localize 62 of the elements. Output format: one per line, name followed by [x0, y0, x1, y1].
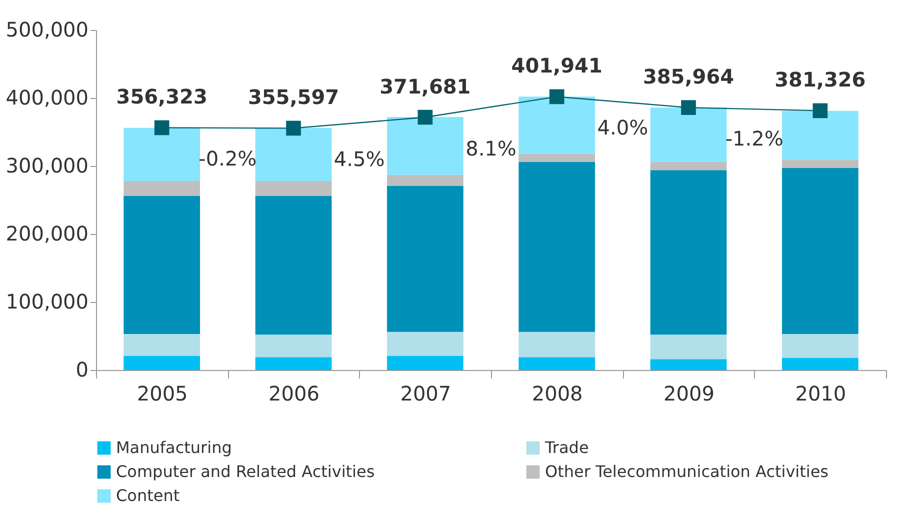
point — [154, 120, 170, 136]
annotation: 4.5% — [334, 147, 385, 172]
bar — [650, 170, 727, 335]
y-tick-label: 300,000 — [6, 154, 88, 178]
y-tick-label: 400,000 — [6, 86, 88, 110]
bar — [650, 162, 727, 170]
legend-label: Other Telecommunication Activities — [545, 462, 829, 481]
data-label: 355,597 — [248, 85, 340, 110]
bar — [255, 196, 332, 335]
legend-label: Manufacturing — [116, 438, 232, 457]
data-label: 401,941 — [511, 54, 602, 78]
point — [681, 100, 696, 115]
annotation: 8.1% — [466, 136, 516, 160]
bar — [782, 334, 858, 358]
legend-label: Computer and Related Activities — [116, 462, 375, 481]
bar — [255, 128, 332, 181]
point — [812, 103, 828, 118]
data-label: 381,326 — [774, 68, 866, 92]
bar — [518, 332, 596, 358]
bar — [255, 357, 332, 370]
bar — [124, 196, 200, 334]
x-tick-label: 2009 — [664, 382, 714, 406]
bar — [386, 174, 464, 186]
bar — [386, 356, 464, 370]
bar — [650, 334, 727, 360]
annotation: 4.0% — [597, 116, 648, 140]
x-tick-label: 2005 — [136, 382, 188, 406]
x-tick-label: 2008 — [532, 382, 583, 406]
bar — [518, 96, 596, 154]
data-label: 385,964 — [642, 64, 734, 89]
bar — [518, 162, 596, 332]
bar — [255, 180, 332, 196]
bar — [518, 357, 596, 370]
bar — [386, 186, 464, 332]
bar — [124, 128, 200, 181]
legend-label: Trade — [544, 438, 589, 457]
bar — [386, 117, 464, 175]
y-tick-label: 100,000 — [6, 290, 88, 314]
bar — [782, 160, 858, 168]
point — [549, 89, 564, 104]
x-tick-label: 2007 — [400, 382, 452, 406]
bar — [124, 334, 200, 356]
x-tick-label: 2006 — [268, 382, 320, 406]
bar — [650, 108, 727, 162]
bar — [782, 110, 858, 160]
point — [286, 120, 301, 136]
bar — [782, 168, 858, 334]
bar — [650, 359, 727, 370]
y-tick-label: 500,000 — [6, 18, 88, 42]
bar — [386, 332, 464, 356]
point — [418, 110, 433, 125]
bar — [782, 358, 858, 370]
bar — [518, 154, 596, 162]
x-tick-label: 2010 — [795, 382, 846, 406]
bar — [124, 356, 200, 370]
legend-label: Content — [116, 486, 180, 505]
bar — [255, 334, 332, 358]
y-tick-label: 0 — [76, 358, 88, 382]
data-label: 356,323 — [116, 84, 208, 109]
bar — [124, 180, 200, 196]
y-tick-label: 200,000 — [6, 222, 88, 246]
data-label: 371,681 — [380, 74, 471, 98]
